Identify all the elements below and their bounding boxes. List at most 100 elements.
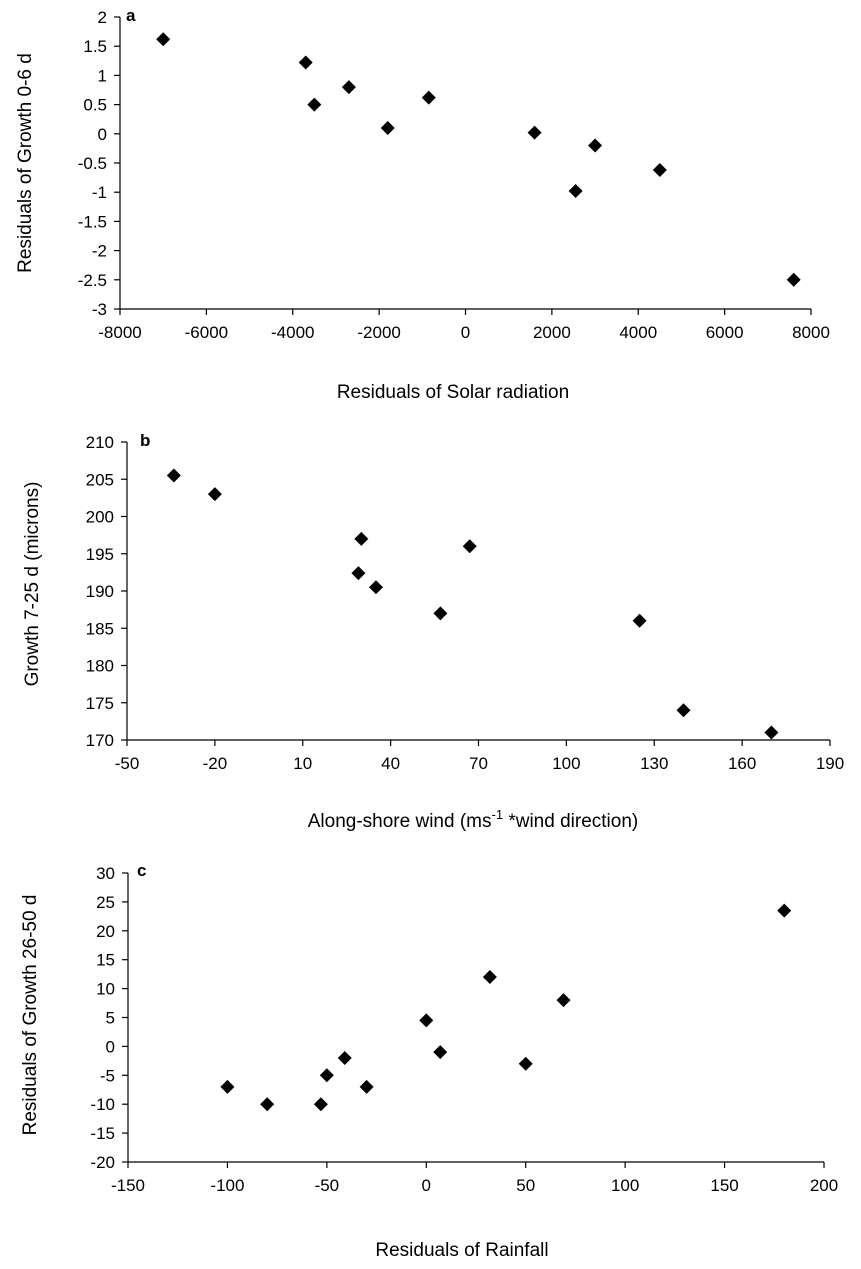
x-axis-title-c: Residuals of Rainfall xyxy=(375,1240,548,1261)
data-point xyxy=(207,487,222,502)
y-tick-label: 210 xyxy=(86,433,114,452)
x-tick-label: -50 xyxy=(115,754,140,773)
data-point xyxy=(676,703,691,718)
data-point xyxy=(341,80,356,95)
x-tick-label: 0 xyxy=(422,1176,431,1195)
data-point xyxy=(556,993,571,1008)
y-tick-label: 20 xyxy=(96,922,115,941)
y-tick-label: 2 xyxy=(98,8,107,27)
data-point xyxy=(337,1050,352,1065)
y-tick-label: 205 xyxy=(86,470,114,489)
y-tick-label: 0.5 xyxy=(83,96,107,115)
data-point xyxy=(433,606,448,621)
panel-label-b: b xyxy=(140,431,150,450)
chart-panel-a: a Residuals of Solar radiation Residuals… xyxy=(15,6,830,403)
y-axis-title-a: Residuals of Growth 0-6 d xyxy=(15,53,36,273)
x-tick-label: 160 xyxy=(728,754,756,773)
y-tick-label: -5 xyxy=(100,1066,115,1085)
data-point xyxy=(777,903,792,918)
y-axis-title-c: Residuals of Growth 26-50 d xyxy=(20,895,41,1136)
data-point xyxy=(319,1068,334,1083)
data-point xyxy=(518,1056,533,1071)
y-tick-label: -1.5 xyxy=(78,212,107,231)
y-tick-label: 1 xyxy=(98,66,107,85)
x-tick-label: 10 xyxy=(293,754,312,773)
data-point xyxy=(482,970,497,985)
x-tick-label: -2000 xyxy=(357,323,400,342)
x-tick-label: 190 xyxy=(816,754,844,773)
y-tick-label: 10 xyxy=(96,980,115,999)
data-point xyxy=(220,1079,235,1094)
x-tick-label: 50 xyxy=(516,1176,535,1195)
data-point xyxy=(462,539,477,554)
data-point xyxy=(368,580,383,595)
data-point xyxy=(588,138,603,153)
y-tick-label: 1.5 xyxy=(83,37,107,56)
x-tick-label: -100 xyxy=(210,1176,244,1195)
y-tick-label: 175 xyxy=(86,694,114,713)
x-tick-label: 100 xyxy=(552,754,580,773)
x-tick-label: -6000 xyxy=(185,323,228,342)
data-point xyxy=(652,163,667,178)
x-tick-label: 0 xyxy=(461,323,470,342)
y-tick-label: -20 xyxy=(90,1153,115,1172)
y-tick-label: 170 xyxy=(86,731,114,750)
data-point xyxy=(354,531,369,546)
x-tick-label: 2000 xyxy=(533,323,571,342)
data-point xyxy=(632,613,647,628)
y-tick-label: 200 xyxy=(86,508,114,527)
panel-label-c: c xyxy=(137,861,146,880)
data-point xyxy=(351,566,366,581)
data-point xyxy=(260,1097,275,1112)
x-tick-label: -50 xyxy=(315,1176,340,1195)
y-tick-label: -0.5 xyxy=(78,154,107,173)
y-tick-label: 185 xyxy=(86,619,114,638)
x-tick-label: -20 xyxy=(203,754,228,773)
chart-panel-c: c Residuals of Rainfall Residuals of Gro… xyxy=(20,861,838,1261)
data-point xyxy=(298,55,313,70)
data-point xyxy=(166,468,181,483)
x-axis-title-b-tail: *wind direction) xyxy=(503,811,638,832)
y-tick-label: 15 xyxy=(96,951,115,970)
chart-panel-b: b Along-shore wind (ms-1 *wind direction… xyxy=(22,431,844,832)
x-tick-label: -8000 xyxy=(98,323,141,342)
y-tick-label: -2.5 xyxy=(78,271,107,290)
y-tick-label: 180 xyxy=(86,657,114,676)
y-tick-label: 30 xyxy=(96,864,115,883)
x-tick-label: -4000 xyxy=(271,323,314,342)
x-tick-label: 4000 xyxy=(619,323,657,342)
y-tick-label: 0 xyxy=(106,1037,115,1056)
data-point xyxy=(764,725,779,740)
data-point xyxy=(307,97,322,112)
y-tick-label: 5 xyxy=(106,1009,115,1028)
panel-label-a: a xyxy=(126,6,136,25)
x-tick-label: 150 xyxy=(710,1176,738,1195)
y-tick-label: -3 xyxy=(92,300,107,319)
y-tick-label: 190 xyxy=(86,582,114,601)
data-point xyxy=(359,1079,374,1094)
data-point xyxy=(786,272,801,287)
data-point xyxy=(313,1097,328,1112)
x-axis-title-b: Along-shore wind (ms-1 *wind direction) xyxy=(308,807,638,832)
data-point xyxy=(433,1045,448,1060)
x-tick-label: 200 xyxy=(810,1176,838,1195)
x-tick-label: 70 xyxy=(469,754,488,773)
y-tick-label: -10 xyxy=(90,1095,115,1114)
y-tick-label: -2 xyxy=(92,242,107,261)
y-tick-label: 195 xyxy=(86,545,114,564)
y-tick-label: 0 xyxy=(98,125,107,144)
data-point xyxy=(527,125,542,140)
x-tick-label: -150 xyxy=(111,1176,145,1195)
data-point xyxy=(421,90,436,105)
data-point xyxy=(568,184,583,199)
x-axis-title-b-main: Along-shore wind (ms xyxy=(308,811,492,832)
y-tick-label: -15 xyxy=(90,1124,115,1143)
x-tick-label: 6000 xyxy=(706,323,744,342)
y-tick-label: -1 xyxy=(92,183,107,202)
y-tick-label: 25 xyxy=(96,893,115,912)
y-axis-title-b: Growth 7-25 d (microns) xyxy=(22,482,43,687)
x-tick-label: 130 xyxy=(640,754,668,773)
x-tick-label: 40 xyxy=(381,754,400,773)
x-axis-title-b-superscript: -1 xyxy=(492,807,504,822)
